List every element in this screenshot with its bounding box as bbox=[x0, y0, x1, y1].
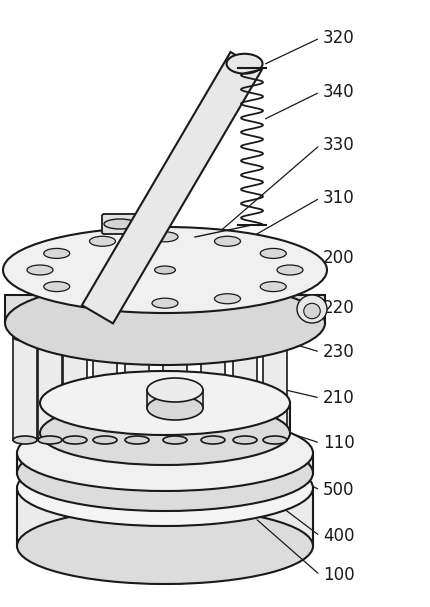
Polygon shape bbox=[38, 336, 62, 440]
Polygon shape bbox=[82, 52, 261, 324]
Polygon shape bbox=[17, 453, 313, 473]
Ellipse shape bbox=[40, 371, 290, 435]
Ellipse shape bbox=[152, 298, 178, 308]
Ellipse shape bbox=[260, 282, 286, 291]
Ellipse shape bbox=[263, 436, 287, 444]
Ellipse shape bbox=[17, 450, 313, 526]
Ellipse shape bbox=[152, 232, 178, 242]
FancyBboxPatch shape bbox=[102, 214, 138, 234]
Ellipse shape bbox=[215, 236, 240, 246]
Ellipse shape bbox=[93, 436, 117, 444]
Ellipse shape bbox=[89, 294, 116, 304]
Polygon shape bbox=[201, 333, 225, 440]
Ellipse shape bbox=[125, 327, 149, 336]
Polygon shape bbox=[163, 330, 187, 440]
Polygon shape bbox=[233, 334, 257, 440]
Ellipse shape bbox=[260, 248, 286, 259]
Text: 500: 500 bbox=[323, 481, 354, 499]
Ellipse shape bbox=[233, 436, 257, 444]
Ellipse shape bbox=[13, 333, 37, 341]
Ellipse shape bbox=[38, 436, 62, 444]
Ellipse shape bbox=[277, 265, 303, 275]
Ellipse shape bbox=[27, 265, 53, 275]
Polygon shape bbox=[17, 488, 313, 546]
Ellipse shape bbox=[63, 436, 87, 444]
Text: 100: 100 bbox=[323, 566, 355, 584]
Ellipse shape bbox=[297, 295, 327, 323]
Polygon shape bbox=[5, 295, 325, 323]
Ellipse shape bbox=[93, 329, 117, 337]
Ellipse shape bbox=[40, 401, 290, 465]
Ellipse shape bbox=[104, 219, 136, 229]
Ellipse shape bbox=[147, 396, 203, 420]
Text: 230: 230 bbox=[323, 343, 355, 361]
Ellipse shape bbox=[263, 331, 287, 339]
Ellipse shape bbox=[38, 332, 62, 340]
Ellipse shape bbox=[163, 436, 187, 444]
Ellipse shape bbox=[227, 54, 263, 73]
Ellipse shape bbox=[5, 281, 325, 365]
Ellipse shape bbox=[3, 227, 327, 313]
Text: 310: 310 bbox=[323, 189, 355, 207]
Ellipse shape bbox=[125, 436, 149, 444]
Polygon shape bbox=[93, 333, 117, 440]
Ellipse shape bbox=[44, 282, 70, 291]
Ellipse shape bbox=[304, 304, 320, 319]
Ellipse shape bbox=[201, 328, 225, 336]
Polygon shape bbox=[40, 403, 290, 433]
Ellipse shape bbox=[89, 236, 116, 246]
Ellipse shape bbox=[215, 294, 240, 304]
Polygon shape bbox=[147, 390, 203, 408]
Text: 210: 210 bbox=[323, 389, 355, 407]
Ellipse shape bbox=[44, 248, 70, 259]
Polygon shape bbox=[125, 331, 149, 440]
Text: 340: 340 bbox=[323, 83, 355, 101]
Ellipse shape bbox=[147, 378, 203, 402]
Text: 330: 330 bbox=[323, 136, 355, 154]
Polygon shape bbox=[263, 336, 287, 440]
Ellipse shape bbox=[201, 436, 225, 444]
Polygon shape bbox=[13, 337, 37, 440]
Ellipse shape bbox=[13, 436, 37, 444]
Ellipse shape bbox=[63, 330, 87, 339]
Ellipse shape bbox=[163, 327, 187, 334]
Ellipse shape bbox=[233, 330, 257, 338]
Ellipse shape bbox=[17, 415, 313, 491]
Text: 220: 220 bbox=[323, 299, 355, 317]
Text: 200: 200 bbox=[323, 249, 355, 267]
Text: 320: 320 bbox=[323, 29, 355, 47]
Ellipse shape bbox=[17, 435, 313, 511]
Ellipse shape bbox=[155, 266, 175, 274]
Text: 400: 400 bbox=[323, 527, 354, 545]
Ellipse shape bbox=[17, 508, 313, 584]
Text: 110: 110 bbox=[323, 434, 355, 452]
Polygon shape bbox=[63, 334, 87, 440]
